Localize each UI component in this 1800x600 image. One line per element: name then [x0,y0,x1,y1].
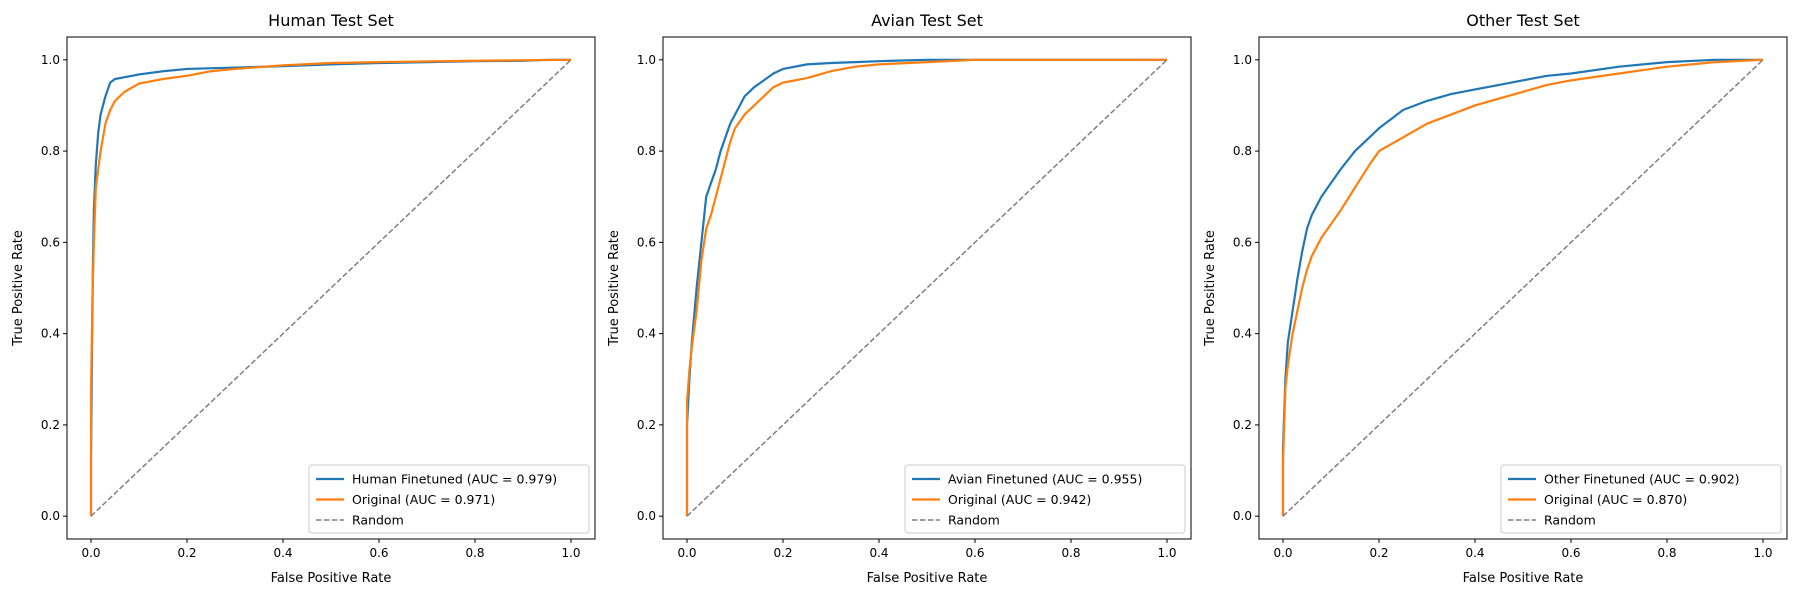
y-tick-label: 0.4 [1233,327,1252,341]
x-tick-label: 0.4 [869,546,888,560]
chart-panel-2: 0.0 0.2 0.4 0.6 0.8 1.0 0.0 0.2 0.4 0.6 0.8 1.0 Avia… [607,11,1192,586]
x-tick-label: 0.2 [773,546,792,560]
chart-title: Avian Test Set [871,11,983,30]
legend-entry-label: Avian Finetuned (AUC = 0.955) [948,472,1142,487]
y-tick-label: 0.0 [637,509,656,523]
random-baseline-line [1282,59,1764,517]
x-tick-label: 0.0 [677,546,696,560]
y-axis-label: True Positive Rate [1203,230,1218,347]
finetuned-roc-line [685,58,1167,517]
y-tick-label: 1.0 [637,53,656,67]
axes-frame [1258,36,1788,540]
original-roc-line [1281,58,1764,517]
y-axis-label: True Positive Rate [11,230,26,347]
x-tick-label: 0.4 [1465,546,1484,560]
y-tick-label: 0.2 [637,418,656,432]
finetuned-roc-line [1281,58,1763,517]
y-tick-label: 0.0 [1233,509,1252,523]
x-tick-label: 0.4 [273,546,292,560]
x-tick-label: 0.6 [1561,546,1580,560]
x-tick-label: 0.6 [369,546,388,560]
random-baseline-line [90,59,572,517]
y-tick-label: 0.0 [41,509,60,523]
y-tick-label: 0.4 [41,327,60,341]
x-tick-label: 0.2 [177,546,196,560]
axes-frame [66,36,596,540]
x-axis-label: False Positive Rate [867,571,988,586]
legend: Avian Finetuned (AUC = 0.955) Original (A… [904,464,1186,534]
y-tick-label: 0.2 [1233,418,1252,432]
x-tick-label: 1.0 [1157,546,1176,560]
x-tick-label: 0.0 [1273,546,1292,560]
y-axis-label: True Positive Rate [607,230,622,347]
random-baseline-line [686,59,1168,517]
chart-title: Other Test Set [1466,11,1579,30]
y-tick-label: 0.8 [41,144,60,158]
x-tick-label: 0.2 [1369,546,1388,560]
axes-frame [662,36,1192,540]
legend-box [904,464,1186,534]
legend-box [308,464,590,534]
x-tick-label: 0.8 [465,546,484,560]
x-tick-label: 0.8 [1061,546,1080,560]
y-tick-label: 0.6 [1233,235,1252,249]
y-tick-label: 1.0 [41,53,60,67]
legend-entry-label: Original (AUC = 0.870) [1544,492,1687,507]
y-tick-label: 0.6 [41,235,60,249]
legend-entry-label: Random [948,513,1000,528]
chart-panel-1: 0.0 0.2 0.4 0.6 0.8 1.0 0.0 0.2 0.4 0.6 0.8 1.0 Huma… [11,11,596,586]
y-tick-label: 0.6 [637,235,656,249]
legend: Human Finetuned (AUC = 0.979) Original (A… [308,464,590,534]
chart-panel-3: 0.0 0.2 0.4 0.6 0.8 1.0 0.0 0.2 0.4 0.6 0.8 1.0 Othe… [1203,11,1788,586]
x-tick-label: 1.0 [561,546,580,560]
x-tick-label: 0.6 [965,546,984,560]
legend-entry-label: Human Finetuned (AUC = 0.979) [352,472,557,487]
legend-box [1500,464,1782,534]
legend-entry-label: Random [1544,513,1596,528]
legend-entry-label: Original (AUC = 0.942) [948,492,1091,507]
legend-entry-label: Original (AUC = 0.971) [352,492,495,507]
legend-entry-label: Random [352,513,404,528]
legend-entry-label: Other Finetuned (AUC = 0.902) [1544,472,1740,487]
original-roc-line [89,58,572,517]
x-tick-label: 0.8 [1657,546,1676,560]
y-tick-label: 0.2 [41,418,60,432]
y-tick-label: 0.8 [637,144,656,158]
y-tick-label: 1.0 [1233,53,1252,67]
y-tick-label: 0.8 [1233,144,1252,158]
legend: Other Finetuned (AUC = 0.902) Original (A… [1500,464,1782,534]
original-roc-line [685,58,1167,517]
x-tick-label: 0.0 [81,546,100,560]
x-axis-label: False Positive Rate [1463,571,1584,586]
x-axis-label: False Positive Rate [271,571,392,586]
chart-title: Human Test Set [268,11,394,30]
x-tick-label: 1.0 [1753,546,1772,560]
y-tick-label: 0.4 [637,327,656,341]
